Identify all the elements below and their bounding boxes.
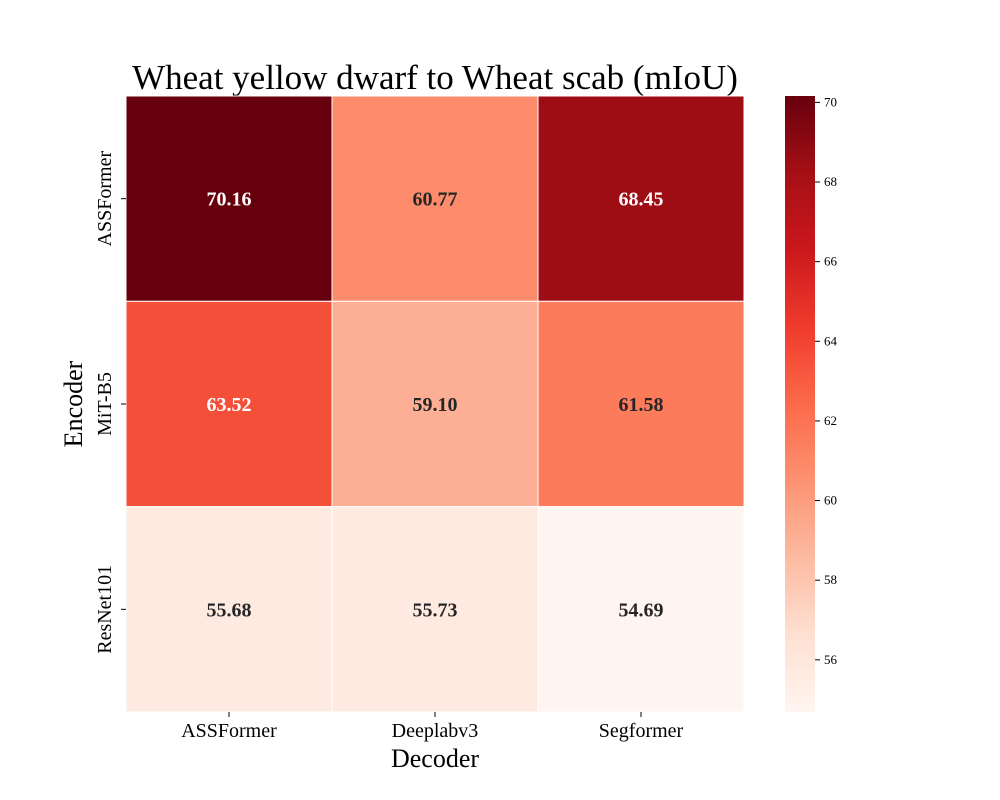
colorbar-ticks: 56 58 60 62 64 66 68 70 bbox=[815, 94, 838, 667]
y-axis-ticks: ASSFormer MiT-B5 ResNet101 bbox=[94, 151, 126, 654]
heatmap-cell bbox=[125, 506, 333, 713]
colorbar-tick-label: 64 bbox=[824, 333, 838, 348]
colorbar-tick-label: 58 bbox=[824, 572, 837, 587]
cell-value-label: 63.52 bbox=[207, 394, 252, 416]
colorbar-tick-label: 68 bbox=[824, 174, 837, 189]
cell-value-label: 55.73 bbox=[413, 599, 458, 621]
x-tick-label: Segformer bbox=[599, 720, 684, 742]
colorbar-tick-label: 62 bbox=[824, 413, 837, 428]
heatmap-cell bbox=[537, 300, 745, 508]
cell-value-label: 60.77 bbox=[413, 189, 458, 211]
heatmap-cell bbox=[125, 300, 333, 508]
heatmap-cell bbox=[537, 95, 745, 302]
heatmap-cell bbox=[125, 95, 333, 302]
y-tick-label: MiT-B5 bbox=[94, 372, 116, 436]
chart-title: Wheat yellow dwarf to Wheat scab (mIoU) bbox=[132, 58, 738, 97]
y-axis-label: Encoder bbox=[59, 360, 88, 447]
y-tick-label: ResNet101 bbox=[94, 565, 116, 654]
colorbar-tick-label: 56 bbox=[824, 652, 838, 667]
cell-value-label: 61.58 bbox=[619, 394, 664, 416]
heatmap-cell-labels: 70.16 60.77 68.45 63.52 59.10 61.58 55.68 55.73… bbox=[207, 189, 664, 622]
heatmap-cell bbox=[331, 506, 539, 713]
x-tick-label: ASSFormer bbox=[181, 720, 277, 742]
colorbar-tick-label: 70 bbox=[824, 94, 837, 109]
x-tick-label: Deeplabv3 bbox=[392, 720, 479, 742]
x-axis-label: Decoder bbox=[391, 744, 479, 773]
colorbar-tick-label: 60 bbox=[824, 493, 837, 508]
x-axis-ticks: ASSFormer Deeplabv3 Segformer bbox=[181, 712, 684, 742]
cell-value-label: 59.10 bbox=[413, 394, 458, 416]
cell-value-label: 54.69 bbox=[619, 599, 664, 621]
heatmap-cells bbox=[125, 95, 745, 713]
heatmap-cell bbox=[331, 300, 539, 508]
colorbar-tick-label: 66 bbox=[824, 254, 838, 269]
heatmap-cell bbox=[331, 95, 539, 302]
y-tick-label: ASSFormer bbox=[94, 151, 116, 247]
cell-value-label: 68.45 bbox=[619, 189, 664, 211]
cell-value-label: 55.68 bbox=[207, 599, 252, 621]
cell-value-label: 70.16 bbox=[207, 189, 252, 211]
colorbar bbox=[785, 96, 815, 712]
